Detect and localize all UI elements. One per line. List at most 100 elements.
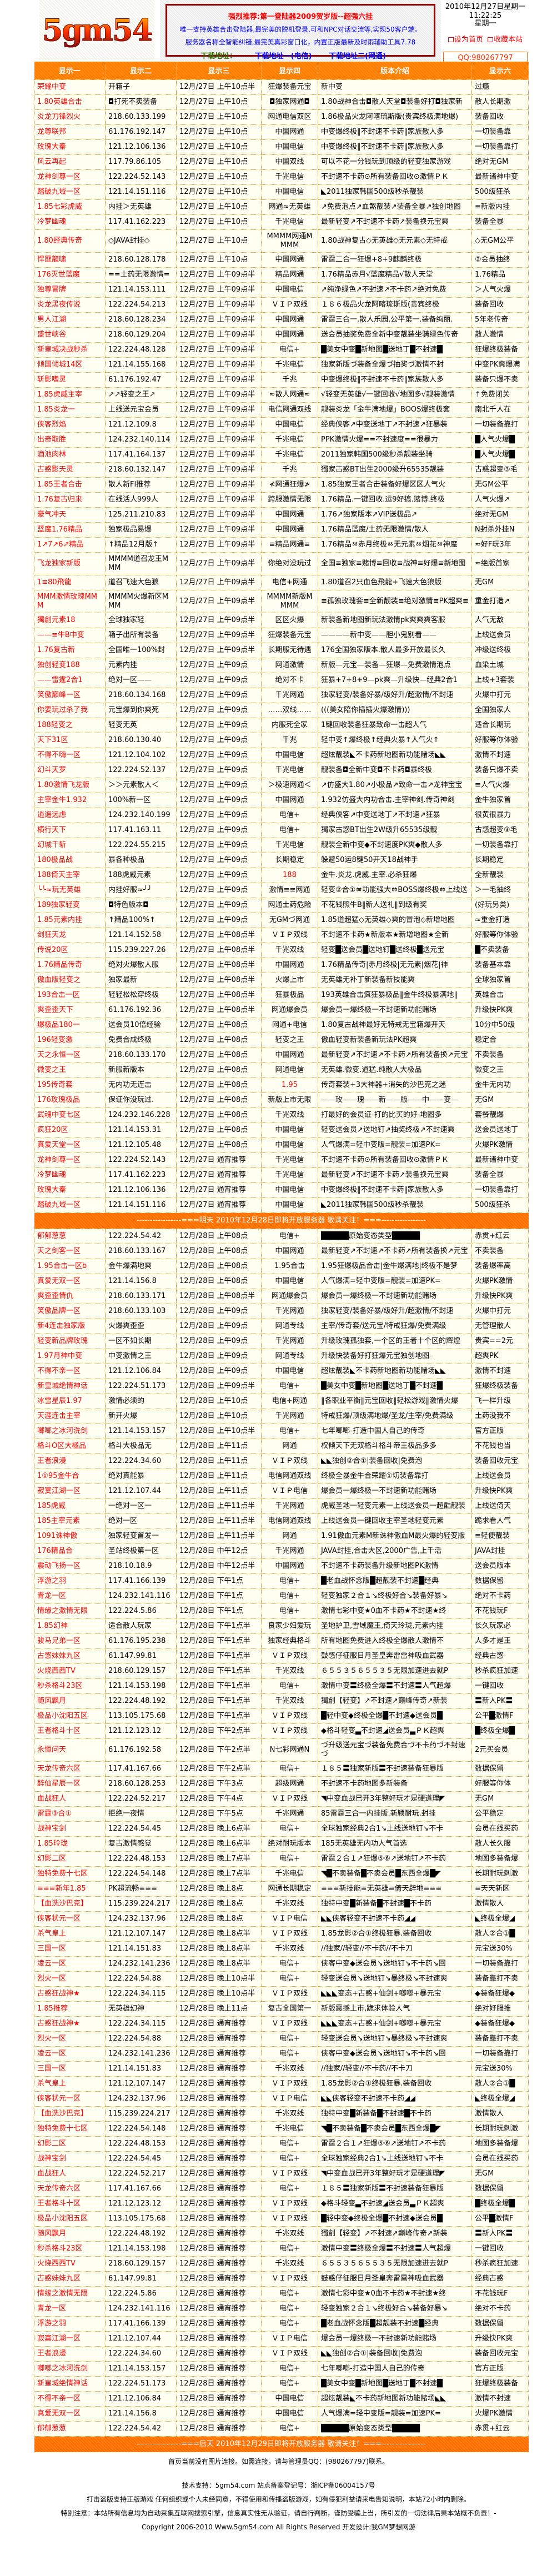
server-name[interactable]: 176灭世蓝魔 xyxy=(34,267,106,283)
table-row[interactable]: 炎龙黑夜传说 122.224.54.213 12月/27日 上午09点半 ＶＩＰ双线 １… xyxy=(34,297,529,313)
server-name[interactable]: 龙神剑尊一区 xyxy=(34,1152,106,1168)
table-row[interactable]: 三国一区 121.14.151.83 12月/28日 晚上8点半 千兆双线//独家//… xyxy=(34,1941,529,1957)
table-row[interactable]: 青龙一区 124.232.141.116 12月/28日 通宵推荐 电信+ 轻变独家２合… xyxy=(34,2301,529,2317)
table-row[interactable]: 你要玩过杀了我 元宝爆到你爽死 12月/27日 上午09点 ……双线…… (((美女陪你… xyxy=(34,702,529,718)
server-name[interactable]: 176精品合 xyxy=(34,1543,106,1559)
server-name[interactable]: 龙尊联邦 xyxy=(34,124,106,140)
server-name[interactable]: 随风飘月 xyxy=(34,2226,106,2242)
table-row[interactable]: 1.76精品传奇 绝对火爆散人服 12月/27日 上午08点半 中国网通 1.76精品传… xyxy=(34,957,529,973)
table-row[interactable]: 冷梦幽魂 117.41.162.223 12月/27日 上午10点 千兆电信 最新轻变↗… xyxy=(34,214,529,230)
server-name[interactable]: 血战狂人 xyxy=(34,2166,106,2182)
server-name[interactable]: 侠客状元一区 xyxy=(34,1911,106,1927)
server-name[interactable]: 爽歪歪天下 xyxy=(34,1002,106,1018)
table-row[interactable]: 豪气冲天 125.211.210.83 12月/27日 上午09点半 中国网通 1.76… xyxy=(34,507,529,523)
table-row[interactable]: 1.85元素内挂 ↑精品100%↑ 12月/27日 上午09点 无GMづ网通 1.85道… xyxy=(34,912,529,928)
server-name[interactable]: 古惑狂战神★ xyxy=(34,2016,106,2032)
table-row[interactable]: ╰╰≈玩无英雄 内挂好服≈╯╯ 12月/27日 上午09点 激情≡≡网通 轻变②合①ㆅ功… xyxy=(34,882,529,898)
table-row[interactable]: 188倚天主宰 188虎威元素 12月/27日 上午09点 188 金牛.炎龙.虎威.主… xyxy=(34,867,529,883)
server-name[interactable]: 随风飘月 xyxy=(34,1693,106,1709)
server-name[interactable]: 火烧西西TV xyxy=(34,2256,106,2272)
site-logo[interactable]: 5gm54 xyxy=(39,0,154,60)
table-row[interactable]: 横行天下 117.41.163.11 12月/27日 上午09点 电信+ 獨家古惑BT出… xyxy=(34,822,529,838)
server-name[interactable]: 火烧西西TV xyxy=(34,1663,106,1679)
server-name[interactable]: 1.85元素内挂 xyxy=(34,912,106,928)
table-row[interactable]: 不得不嗨一区 121.12.104.102 12月/27日 上午09点 中国电信 超炫靓… xyxy=(34,747,529,763)
server-name[interactable]: 凌云一区 xyxy=(34,1956,106,1972)
server-name[interactable]: 獨創元素18 xyxy=(34,612,106,628)
table-row[interactable]: 烈火一区 122.224.54.88 12月/28日 通宵推荐 电信+ 轻变送会员↘送地… xyxy=(34,2031,529,2047)
table-row[interactable]: 骏马兄弟一区 61.176.195.238 12月/28日 下午1点半 独家经典格斗所… xyxy=(34,1633,529,1649)
server-name[interactable]: 浮游之羽 xyxy=(34,1573,106,1589)
server-name[interactable]: 【血洗沙巴克】 xyxy=(34,2106,106,2122)
table-row[interactable]: 真爱无双一区 121.14.156.8 12月/28日 通宵推荐 中国电信 人气爆满=轻… xyxy=(34,2405,529,2422)
server-name[interactable]: 1.97月神中变 xyxy=(34,1348,106,1364)
table-row[interactable]: 天涯连击主宰 新开火爆 12月/28日 上午10点 千兆网通 特戒狂爆/顶级满地爆/圣龙… xyxy=(34,1408,529,1424)
table-row[interactable]: 玫瑰大秦 121.12.106.136 12月/27日 通宵推荐 中国电信 中变爆终极‖… xyxy=(34,1182,529,1198)
table-row[interactable]: 196轻变激 免费合成终极 12月/27日 上午08点 轻变之王 傲血轻变新装备新玩法P… xyxy=(34,1032,529,1048)
table-row[interactable]: 1.85推荐 无英雄幻神 12月/28日 晚上11点 复古全国第一 新版震撼上市,跪求体… xyxy=(34,2001,529,2017)
table-row[interactable]: 不得不亲一区 121.12.106.84 12月/28日 通宵推荐 中国电信 超炫靓装◣… xyxy=(34,2390,529,2407)
server-name[interactable]: 玫瑰大秦 xyxy=(34,139,106,155)
server-name[interactable]: 啷啷之冰河洗剑 xyxy=(34,2361,106,2377)
server-name[interactable]: 血战狂人 xyxy=(34,1791,106,1807)
server-name[interactable]: 飞龙独家新版 xyxy=(34,552,106,575)
table-row[interactable]: ≡≡≡新年1.85 PK超流畅≡≡≡ 12月/28日 晚上8点 网通长期稳定 ≡≡≡新技… xyxy=(34,1881,529,1897)
table-row[interactable]: 幻斗天罗 122.224.52.137 12月/27日 上午09点 千兆电信 靓装备◘全… xyxy=(34,762,529,778)
table-row[interactable]: 荣耀中变 开箱子 12月/27日 上午10点半 狂爆装备元宝 新中变 过瘾 xyxy=(34,79,529,95)
table-row[interactable]: 火烧西西TV 218.60.129.157 12月/28日 通宵推荐 千兆双线 ６５５３… xyxy=(34,2256,529,2272)
table-row[interactable]: 雷霆③合① 拒绝一夜情 12月/28日 下午5点 千兆网通 85雷霆三合一内挂版.新颖耐… xyxy=(34,1806,529,1822)
server-name[interactable]: 天龙传奇六区 xyxy=(34,1761,106,1777)
download-link-telecom[interactable]: 下载地址一(电信) xyxy=(254,52,312,61)
table-row[interactable]: 凌云一区 124.232.141.236 12月/28日 晚上8点半 电信+ 侠客中变◆… xyxy=(34,1956,529,1972)
server-name[interactable]: 天下31区 xyxy=(34,732,106,748)
server-name[interactable]: 郁郁葱葱 xyxy=(34,2420,106,2437)
server-name[interactable]: 雷霆③合① xyxy=(34,1806,106,1822)
server-name[interactable]: 侠客状元一区 xyxy=(34,2091,106,2107)
server-name[interactable]: 炎龙刀锋烈火 xyxy=(34,109,106,125)
server-name[interactable]: 杀气皇上 xyxy=(34,2076,106,2092)
table-row[interactable]: 传说20区 115.239.227.26 12月/27日 上午08点半 千兆双线 轻变█… xyxy=(34,942,529,958)
table-row[interactable]: 寂寞江湖一区 121.12.107.44 12月/28日 通宵推荐 ＶＩＰ电信 爆会员一… xyxy=(34,2331,529,2347)
server-name[interactable]: 不得不亲一区 xyxy=(34,2390,106,2407)
server-name[interactable]: 天涯连击主宰 xyxy=(34,1408,106,1424)
table-row[interactable]: 龙神剑尊一区 122.224.52.143 12月/27日 上午10点 千兆电信 不封速… xyxy=(34,169,529,185)
table-row[interactable]: 1①95金牛合 绝对真能暴 12月/28日 上午11点 电信网通双线 终极全暴金牛合荣耀… xyxy=(34,1468,529,1484)
server-name[interactable]: 寂寞江湖一区 xyxy=(34,1483,106,1499)
server-name[interactable]: 188倚天主宰 xyxy=(34,867,106,883)
server-name[interactable]: 出奇取胜 xyxy=(34,432,106,448)
table-row[interactable]: 火烧西西TV 218.60.129.157 12月/28日 下午1点半 千兆双线 ６５５… xyxy=(34,1663,529,1679)
set-home-link[interactable]: 设为首页 xyxy=(448,36,483,44)
server-name[interactable]: 倾国倾城14区 xyxy=(34,357,106,373)
table-row[interactable]: 176精品合 圣站终极第一区 12月/28日 中午12点 千兆网通 JAVA封挂,合击大… xyxy=(34,1543,529,1559)
server-name[interactable]: 185主宰元素 xyxy=(34,1513,106,1529)
server-name[interactable]: ——≡牛B中变 xyxy=(34,627,106,643)
server-name[interactable]: 1↗7↗6↗精品 xyxy=(34,537,106,553)
table-row[interactable]: 幻影二区 122.224.48.153 12月/28日 通宵推荐 电信+ 雷霆２合１↗狂… xyxy=(34,2136,529,2152)
table-row[interactable]: 踏破九域一区 121.14.151.116 12月/27日 通宵推荐 中国电信 ◣201… xyxy=(34,1197,529,1213)
table-row[interactable]: 寂寞江湖一区 121.12.107.44 12月/28日 上午11点 ＶＩＰ电信 爆会员… xyxy=(34,1483,529,1499)
table-row[interactable]: 剑狂天龙 121.14.152.58 12月/27日 上午08点半 ＶＩＰ双线 不封速不… xyxy=(34,927,529,943)
table-row[interactable]: 195传奇套 无内功无连击 12月/27日 上午08点 1.95 传奇套装+3大神器+消… xyxy=(34,1077,529,1093)
server-name[interactable]: 1.76精品传奇 xyxy=(34,957,106,973)
table-row[interactable]: 1.80激情飞龙版 ＞＞元素散人＜ 12月/27日 上午09点 ＞极速网通＜ ↗仿盛大1… xyxy=(34,777,529,793)
table-row[interactable]: 踏破九域一区 121.14.151.116 12月/27日 上午10点 中国电信 ◣20… xyxy=(34,184,529,200)
server-name[interactable]: 1.85推荐 xyxy=(34,2001,106,2017)
server-name[interactable]: ——雷霆2合1 xyxy=(34,672,106,688)
server-name[interactable]: 188轻变之 xyxy=(34,717,106,733)
table-row[interactable]: 185主宰元素 绝对一区 12月/28日 上午11点半 电信网通双线 上线送会员一键回收… xyxy=(34,1513,529,1529)
table-row[interactable]: 新皇城绝情神话 122.224.51.173 12月/28日 上午09点半 电信+ █美… xyxy=(34,1378,529,1394)
server-name[interactable]: 1≡80飛龍 xyxy=(34,574,106,590)
server-name[interactable]: 独特免费十七区 xyxy=(34,1866,106,1882)
server-name[interactable]: 浮游之羽 xyxy=(34,2316,106,2332)
server-name[interactable]: 1.85玲珑 xyxy=(34,1836,106,1852)
table-row[interactable]: 随风飘月 122.224.48.192 12月/28日 下午1点半 千兆双线 獨創【轻变… xyxy=(34,1693,529,1709)
table-row[interactable]: 疯狂20区 121.14.153.31 12月/27日 上午08点 中国电信 轻变送会员… xyxy=(34,1122,529,1138)
server-name[interactable]: 不得不亲一区 xyxy=(34,1363,106,1379)
table-row[interactable]: 炎龙刀锋烈火 218.60.133.199 12月/27日 上午10点 网通电信双区 1… xyxy=(34,109,529,125)
server-name[interactable]: 踏破九域一区 xyxy=(34,184,106,200)
server-name[interactable]: 天龙传奇六区 xyxy=(34,2181,106,2197)
table-row[interactable]: 主宰金牛1.932 100%新一区 12月/27日 上午09点 中国网通 1.932仿盛… xyxy=(34,792,529,808)
table-row[interactable]: 侠客状元一区 124.232.137.96 12月/28日 晚上8点 ＶＩＰ电信 ◣◣侠… xyxy=(34,1911,529,1927)
table-row[interactable]: 随风飘月 122.224.48.192 12月/28日 通宵推荐 千兆双线 獨創【轻变】… xyxy=(34,2226,529,2242)
table-row[interactable]: 酒池肉林 117.41.164.137 12月/27日 上午09点半 千兆电信 2011… xyxy=(34,447,529,463)
